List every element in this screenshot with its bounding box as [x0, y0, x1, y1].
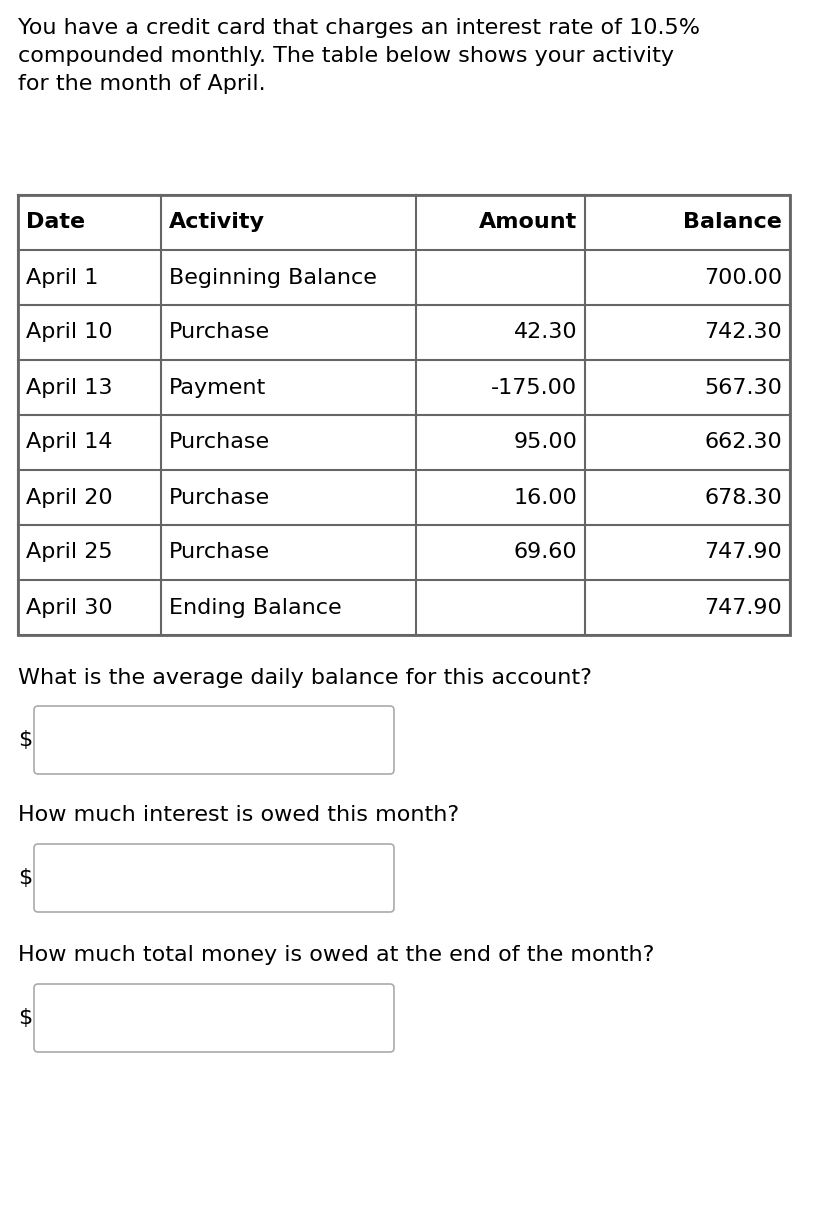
Text: 95.00: 95.00: [513, 432, 576, 453]
Text: 747.90: 747.90: [704, 543, 781, 562]
Text: How much interest is owed this month?: How much interest is owed this month?: [18, 804, 458, 825]
Text: Amount: Amount: [479, 213, 576, 232]
Text: Balance: Balance: [682, 213, 781, 232]
Text: 662.30: 662.30: [704, 432, 781, 453]
Text: 567.30: 567.30: [703, 377, 781, 398]
Text: Purchase: Purchase: [169, 432, 270, 453]
Text: 747.90: 747.90: [704, 598, 781, 617]
Text: Payment: Payment: [169, 377, 265, 398]
Text: $: $: [18, 868, 32, 888]
Text: April 13: April 13: [26, 377, 112, 398]
Text: April 20: April 20: [26, 488, 112, 507]
Text: 678.30: 678.30: [704, 488, 781, 507]
Text: $: $: [18, 730, 32, 750]
Text: 700.00: 700.00: [703, 268, 781, 287]
Text: 16.00: 16.00: [513, 488, 576, 507]
Text: April 14: April 14: [26, 432, 112, 453]
FancyBboxPatch shape: [34, 985, 394, 1051]
Text: -175.00: -175.00: [490, 377, 576, 398]
Text: Date: Date: [26, 213, 85, 232]
Text: What is the average daily balance for this account?: What is the average daily balance for th…: [18, 668, 591, 688]
Bar: [18, 195, 789, 635]
Text: You have a credit card that charges an interest rate of 10.5%
compounded monthly: You have a credit card that charges an i…: [18, 18, 699, 94]
Text: April 25: April 25: [26, 543, 112, 562]
Text: Purchase: Purchase: [169, 323, 270, 342]
FancyBboxPatch shape: [34, 706, 394, 774]
Text: April 30: April 30: [26, 598, 112, 617]
Text: 742.30: 742.30: [704, 323, 781, 342]
Text: Beginning Balance: Beginning Balance: [169, 268, 376, 287]
Text: How much total money is owed at the end of the month?: How much total money is owed at the end …: [18, 944, 653, 965]
Text: Activity: Activity: [169, 213, 265, 232]
Text: 42.30: 42.30: [514, 323, 576, 342]
Text: April 10: April 10: [26, 323, 112, 342]
Text: April 1: April 1: [26, 268, 98, 287]
Text: Ending Balance: Ending Balance: [169, 598, 341, 617]
FancyBboxPatch shape: [34, 845, 394, 912]
Text: $: $: [18, 1008, 32, 1028]
Text: Purchase: Purchase: [169, 488, 270, 507]
Text: 69.60: 69.60: [514, 543, 576, 562]
Text: Purchase: Purchase: [169, 543, 270, 562]
